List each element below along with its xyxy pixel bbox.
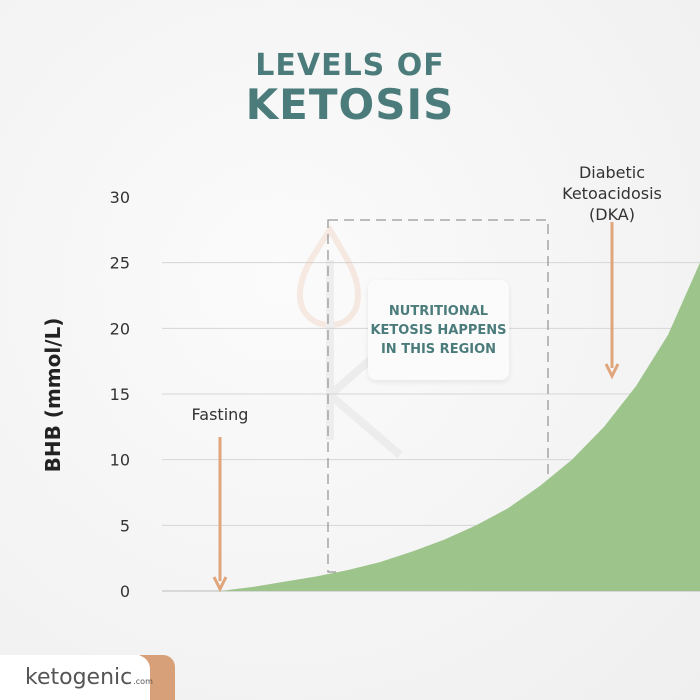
- bhb-curve-area: [220, 262, 700, 591]
- fasting-arrow: [212, 437, 228, 593]
- dka-label-3: (DKA): [589, 205, 635, 224]
- watermark-logo: [296, 224, 403, 459]
- title-line-1: LEVELS OF: [255, 48, 445, 83]
- y-tick-label: 10: [110, 451, 130, 470]
- y-tick-label: 15: [110, 385, 130, 404]
- y-tick-label: 0: [120, 582, 130, 601]
- y-tick-label: 25: [110, 254, 130, 273]
- fasting-label: Fasting: [192, 405, 249, 424]
- logo-suffix: .com: [133, 677, 153, 686]
- nutritional-ketosis-callout: NUTRITIONAL KETOSIS HAPPENS IN THIS REGI…: [368, 280, 509, 380]
- y-axis-label: BHB (mmol/L): [41, 318, 65, 473]
- logo-text: ketogenic: [25, 665, 133, 690]
- title-line-2: KETOSIS: [245, 80, 455, 129]
- ketogenic-logo[interactable]: ketogenic .com: [0, 655, 153, 700]
- dka-arrow: [604, 222, 620, 380]
- dka-label-1: Diabetic: [579, 163, 645, 182]
- dka-label-2: Ketoacidosis: [562, 184, 662, 203]
- y-tick-label: 30: [110, 188, 130, 207]
- y-tick-label: 5: [120, 516, 130, 535]
- y-tick-label: 20: [110, 319, 130, 338]
